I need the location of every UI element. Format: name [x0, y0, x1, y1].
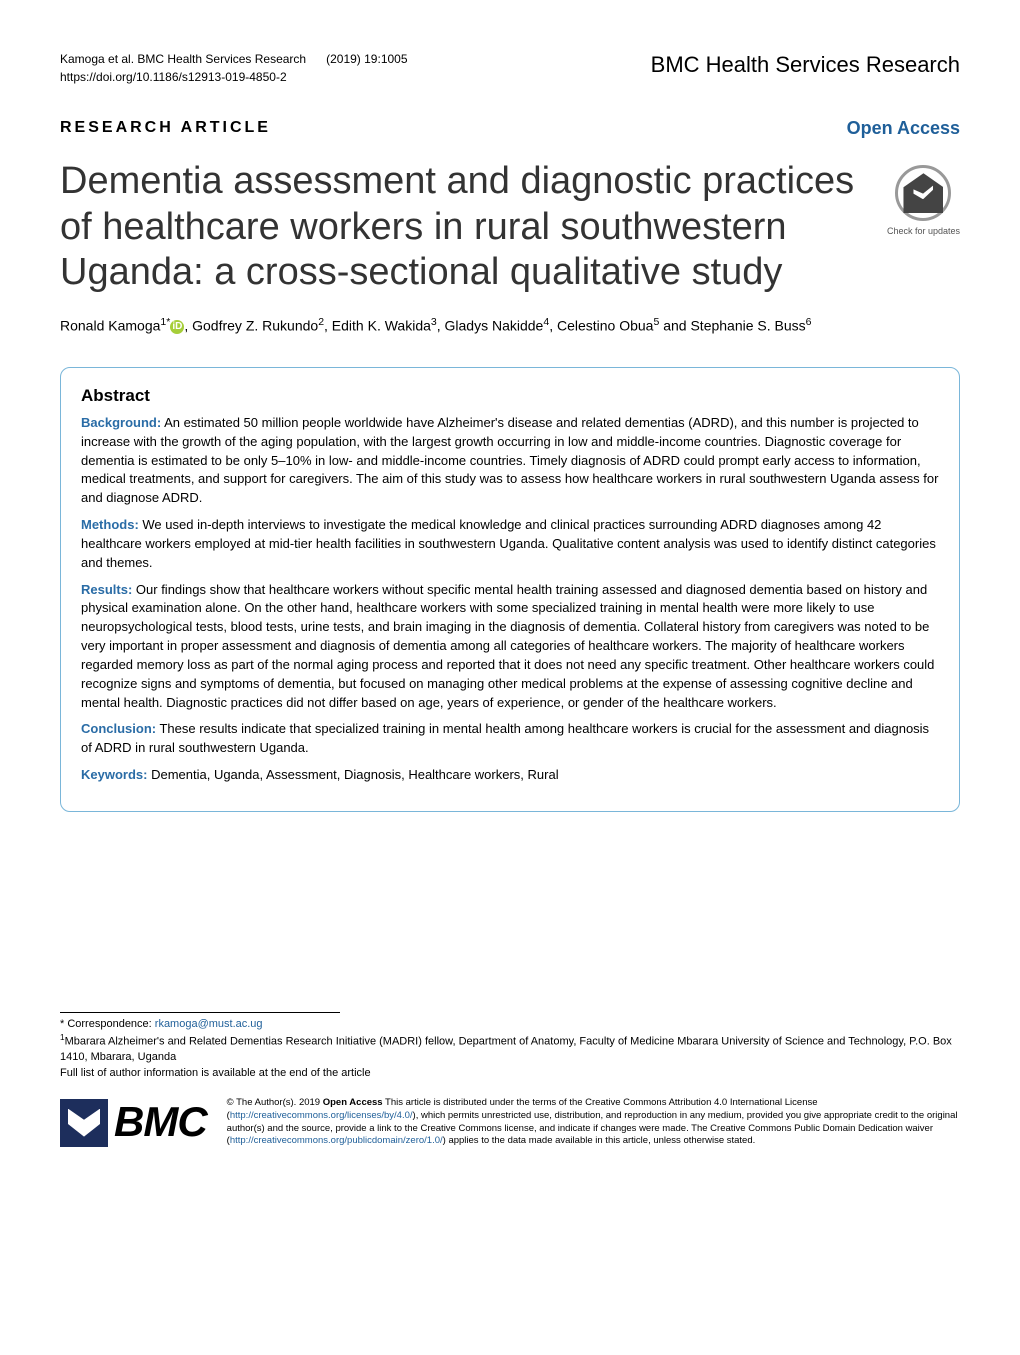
license-open-access: Open Access: [323, 1097, 383, 1108]
abstract-section: Results: Our findings show that healthca…: [81, 581, 939, 713]
title-row: Dementia assessment and diagnostic pract…: [60, 159, 960, 314]
header-row: Kamoga et al. BMC Health Services Resear…: [60, 50, 960, 86]
article-type-label: RESEARCH ARTICLE: [60, 117, 271, 139]
correspondence-affiliation: Mbarara Alzheimer's and Related Dementia…: [60, 1036, 952, 1063]
abstract-section-text: Our findings show that healthcare worker…: [81, 582, 934, 710]
abstract-section: Conclusion: These results indicate that …: [81, 720, 939, 758]
abstract-heading: Abstract: [81, 384, 939, 408]
open-access-label: Open Access: [847, 116, 960, 141]
bmc-logo: BMC: [60, 1093, 207, 1152]
abstract-box: Abstract Background: An estimated 50 mil…: [60, 367, 960, 812]
abstract-section: Methods: We used in-depth interviews to …: [81, 516, 939, 573]
footer-row: BMC © The Author(s). 2019 Open Access Th…: [60, 1093, 960, 1152]
correspondence-label: * Correspondence:: [60, 1018, 155, 1030]
crossmark-badge[interactable]: Check for updates: [887, 159, 960, 238]
authors-list: Ronald Kamoga1*iD, Godfrey Z. Rukundo2, …: [60, 314, 960, 337]
abstract-section-text: We used in-depth interviews to investiga…: [81, 517, 936, 570]
license-prefix: © The Author(s). 2019: [227, 1097, 323, 1108]
abstract-section-label: Methods:: [81, 517, 139, 532]
journal-logo: BMC Health Services Research: [651, 50, 960, 81]
citation-issue: (2019) 19:1005: [326, 50, 407, 68]
citation-authors: Kamoga et al. BMC Health Services Resear…: [60, 50, 306, 68]
journal-rest: Health Services Research: [700, 52, 960, 77]
article-title: Dementia assessment and diagnostic pract…: [60, 159, 867, 296]
bmc-square-icon: [60, 1099, 108, 1147]
abstract-section-label: Results:: [81, 582, 132, 597]
orcid-icon: iD: [170, 320, 184, 334]
crossmark-icon: [895, 165, 951, 221]
abstract-section-label: Conclusion:: [81, 721, 156, 736]
keywords-row: Keywords: Dementia, Uganda, Assessment, …: [81, 766, 939, 785]
abstract-section: Background: An estimated 50 million peop…: [81, 414, 939, 508]
license-link2[interactable]: http://creativecommons.org/publicdomain/…: [230, 1135, 443, 1146]
doi-text: https://doi.org/10.1186/s12913-019-4850-…: [60, 68, 408, 86]
license-text: © The Author(s). 2019 Open Access This a…: [227, 1097, 960, 1148]
abstract-section-label: Background:: [81, 415, 161, 430]
citation-block: Kamoga et al. BMC Health Services Resear…: [60, 50, 408, 86]
footer-separator: [60, 1012, 340, 1013]
abstract-section-text: An estimated 50 million people worldwide…: [81, 415, 938, 505]
article-type-row: RESEARCH ARTICLE Open Access: [60, 116, 960, 141]
correspondence-email-link[interactable]: rkamoga@must.ac.ug: [155, 1018, 263, 1030]
keywords-text: Dementia, Uganda, Assessment, Diagnosis,…: [147, 767, 558, 782]
page-container: Kamoga et al. BMC Health Services Resear…: [0, 0, 1020, 1182]
crossmark-label: Check for updates: [887, 225, 960, 238]
abstract-section-text: These results indicate that specialized …: [81, 721, 929, 755]
correspondence-full-list: Full list of author information is avail…: [60, 1067, 371, 1079]
license-link1[interactable]: http://creativecommons.org/licenses/by/4…: [230, 1110, 413, 1121]
bmc-logo-text: BMC: [114, 1093, 207, 1152]
keywords-label: Keywords:: [81, 767, 147, 782]
correspondence-block: * Correspondence: rkamoga@must.ac.ug 1Mb…: [60, 1017, 960, 1081]
license-text3: ) applies to the data made available in …: [443, 1135, 756, 1146]
journal-bmc: BMC: [651, 52, 700, 77]
